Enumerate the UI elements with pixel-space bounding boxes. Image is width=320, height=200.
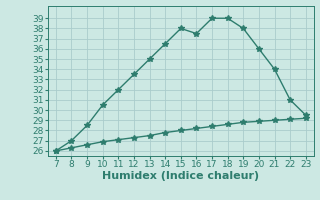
X-axis label: Humidex (Indice chaleur): Humidex (Indice chaleur)	[102, 171, 260, 181]
